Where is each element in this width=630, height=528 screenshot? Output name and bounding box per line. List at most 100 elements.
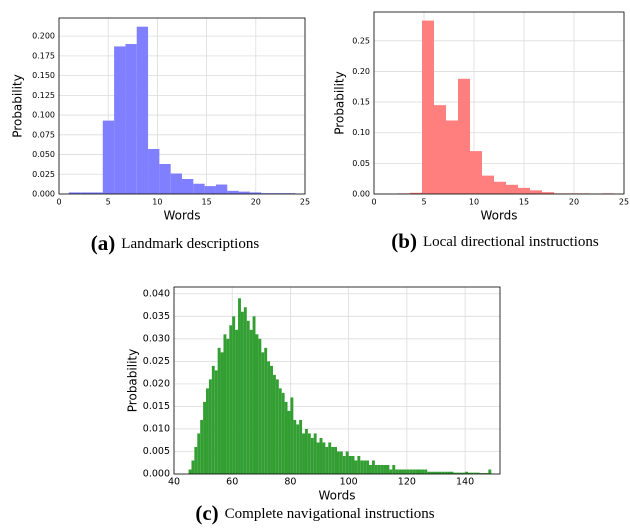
y-tick-label: 0.100 — [32, 111, 55, 120]
bar — [401, 469, 404, 474]
x-tick-label: 25 — [300, 198, 310, 207]
bar — [351, 455, 355, 474]
bar — [447, 471, 451, 474]
bar — [366, 460, 370, 474]
bar — [227, 190, 239, 194]
x-tick-label: 20 — [251, 198, 261, 207]
bar — [194, 446, 198, 474]
plot-frame — [58, 17, 306, 195]
caption: (a) Landmark descriptions — [91, 231, 260, 255]
bar — [267, 361, 271, 474]
y-axis-label: Probability — [11, 74, 25, 137]
x-tick-label: 25 — [619, 198, 629, 207]
bar — [220, 352, 224, 474]
bar — [328, 442, 332, 474]
y-tick-label: 0.150 — [32, 71, 55, 80]
bar — [159, 164, 171, 194]
bar — [409, 469, 413, 474]
bar — [506, 184, 518, 194]
y-tick-label: 0.030 — [143, 333, 170, 344]
y-tick-label: 0.075 — [32, 130, 55, 139]
y-tick-label: 0.10 — [352, 128, 370, 137]
caption: (b) Local directional instructions — [391, 229, 599, 253]
y-tick-label: 0.000 — [143, 469, 170, 480]
caption-label: (c) — [195, 501, 218, 525]
bar — [281, 392, 285, 474]
bar — [204, 186, 216, 194]
bar — [406, 469, 410, 474]
bar — [342, 455, 346, 474]
bar — [200, 419, 204, 474]
bar — [403, 469, 407, 474]
x-tick-label: 40 — [168, 477, 180, 488]
bar — [459, 472, 463, 474]
bar — [456, 472, 460, 474]
bar — [462, 472, 466, 474]
x-tick-label: 10 — [152, 198, 162, 207]
x-tick-label: 15 — [519, 198, 529, 207]
bar — [238, 191, 250, 194]
y-tick-label: 0.050 — [32, 150, 55, 159]
bar — [377, 464, 381, 474]
bar — [211, 365, 215, 474]
bar — [319, 437, 323, 474]
bar — [197, 433, 201, 474]
x-axis-label: Words — [318, 489, 355, 503]
bar — [191, 460, 195, 474]
bar — [354, 460, 358, 474]
bar — [316, 442, 320, 474]
bar — [363, 460, 367, 474]
bar — [434, 105, 446, 194]
bar — [470, 472, 474, 474]
bar — [246, 320, 250, 474]
bar — [470, 151, 482, 194]
bar — [479, 473, 483, 474]
bar — [465, 471, 468, 474]
y-tick-label: 0.200 — [32, 32, 55, 41]
bar — [369, 464, 372, 474]
bar — [302, 433, 305, 474]
bar — [446, 120, 458, 194]
bar — [170, 173, 182, 194]
caption-text: Landmark descriptions — [121, 236, 259, 252]
bar — [467, 472, 471, 474]
bar — [331, 446, 335, 474]
x-tick-label: 10 — [469, 198, 479, 207]
bar — [255, 334, 259, 474]
bar — [226, 338, 230, 474]
bar — [284, 401, 288, 474]
bar — [238, 298, 241, 474]
bar — [374, 464, 378, 474]
bar — [240, 311, 244, 474]
y-tick-label: 0.035 — [143, 311, 170, 322]
y-tick-label: 0.010 — [143, 423, 170, 434]
caption: (c) Complete navigational instructions — [195, 501, 434, 525]
bar — [433, 471, 436, 474]
bar — [430, 471, 434, 474]
bar — [287, 410, 291, 474]
bar — [193, 183, 205, 194]
bar — [275, 379, 279, 474]
y-tick-label: 0.20 — [352, 67, 370, 76]
bar — [482, 175, 494, 194]
bar — [485, 473, 489, 474]
x-axis-label: Words — [163, 209, 200, 223]
bar — [310, 437, 314, 474]
bar — [322, 442, 326, 474]
bar — [357, 455, 361, 474]
bar — [235, 329, 239, 474]
bar — [422, 20, 434, 194]
y-tick-label: 0.125 — [32, 91, 55, 100]
bar — [371, 460, 375, 474]
bar — [125, 44, 137, 194]
x-tick-label: 0 — [56, 198, 61, 207]
x-tick-label: 20 — [569, 198, 579, 207]
bar — [395, 469, 399, 474]
bar — [313, 433, 317, 474]
bar — [296, 424, 300, 474]
bar — [203, 401, 207, 474]
bar — [304, 428, 308, 474]
bar — [68, 192, 81, 194]
bar — [473, 472, 477, 474]
bar — [339, 451, 343, 474]
